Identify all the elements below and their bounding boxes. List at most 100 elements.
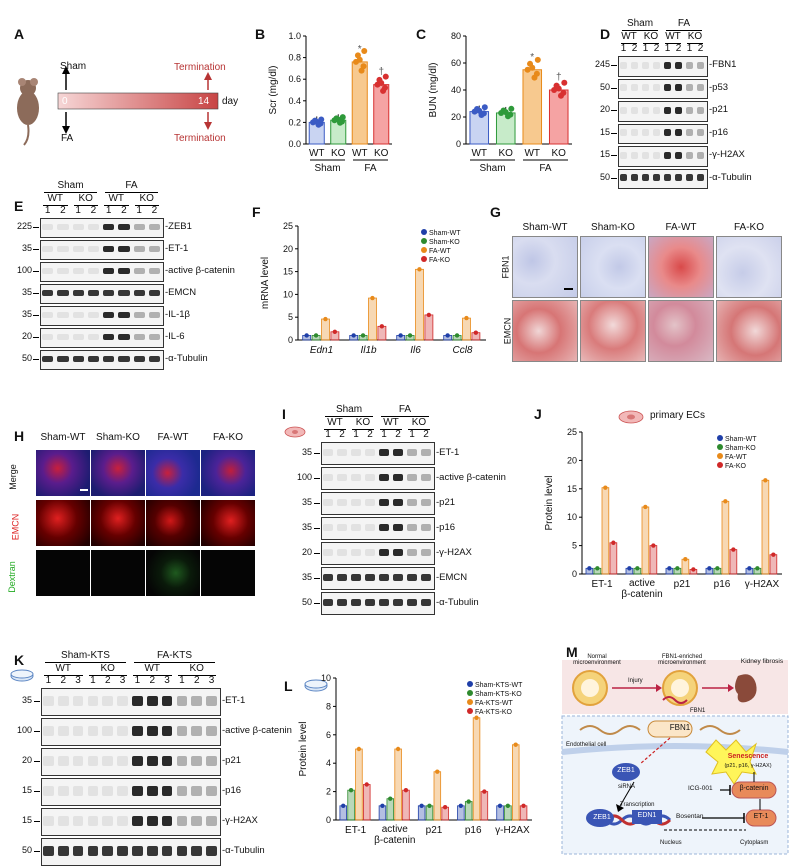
blot-band: [675, 84, 682, 92]
ihc-image: [716, 236, 782, 298]
y-tick-label: 0.6: [288, 74, 301, 84]
blot-band: [176, 816, 188, 826]
blot-genotype-bracket: [687, 43, 703, 44]
blot-strip: [40, 240, 164, 260]
blot-band: [103, 267, 115, 275]
mw-tick: [611, 132, 617, 134]
blot-band: [393, 598, 403, 607]
blot-band-label: -IL-6: [165, 331, 185, 342]
blot-band: [148, 333, 160, 341]
col-title: Sham-WT: [522, 222, 568, 233]
legend-marker: [717, 444, 723, 450]
blot-band: [653, 106, 660, 114]
data-point: [333, 115, 340, 122]
panel-label-k: K: [14, 652, 25, 668]
blot-band-label: -p16: [709, 126, 729, 138]
data-point: [603, 485, 608, 490]
blot-band: [697, 61, 704, 69]
blot-genotype-label: KO: [687, 31, 703, 42]
blot-band: [365, 598, 375, 607]
y-tick-label: 20: [451, 112, 461, 122]
blot-band: [642, 84, 649, 92]
blot-band: [132, 756, 143, 766]
blot-band-label: -IL-1β: [165, 309, 190, 320]
legend-marker: [467, 690, 473, 696]
x-tick-label: WT: [524, 148, 540, 159]
blot-band: [57, 289, 69, 297]
blot-band: [686, 174, 693, 182]
blot-genotype-label: KO: [411, 417, 427, 428]
fluor-image-dextran: [91, 550, 145, 596]
fluor-image-merge: [91, 450, 145, 496]
panel-label-i: I: [282, 406, 286, 422]
termination-top: Termination: [174, 62, 226, 73]
blot-band: [365, 548, 375, 557]
y-tick-label: 8: [326, 701, 331, 711]
blot-band: [206, 726, 217, 736]
bar: [386, 798, 395, 821]
data-point: [442, 805, 448, 810]
data-point: [370, 295, 375, 301]
blot-band: [653, 84, 660, 92]
bar: [415, 268, 424, 341]
x-tick-label: Ccl8: [452, 345, 472, 356]
y-tick-label: 1.0: [288, 31, 301, 41]
fa-label: FA: [61, 133, 74, 144]
blot-band: [42, 311, 54, 319]
blot-band: [407, 523, 417, 532]
data-point: [497, 803, 503, 808]
col-title: FA-WT: [157, 432, 189, 443]
data-point: [683, 557, 688, 562]
blot-strip: [40, 284, 164, 304]
blot-band: [337, 548, 347, 557]
y-tick-label: 10: [321, 673, 331, 683]
blot-band: [407, 573, 417, 582]
blot-lane-label: 1: [620, 43, 627, 54]
molecular-weight-marker: 35: [21, 287, 32, 297]
data-point: [534, 56, 541, 63]
y-axis-label: Protein level: [298, 721, 309, 776]
data-point: [524, 66, 531, 73]
blot-group-bracket: [666, 30, 702, 31]
legend-marker: [467, 699, 473, 705]
data-point: [482, 789, 487, 794]
blot-band: [323, 548, 333, 557]
blot-strip: [618, 78, 708, 99]
blot-strip: [321, 517, 435, 540]
y-tick-label: 0: [572, 569, 577, 579]
mw-tick: [33, 249, 39, 250]
blot-lane-label: 2: [423, 429, 429, 440]
x-tick-label: p16: [465, 825, 482, 836]
blot-strip: [618, 101, 708, 122]
blot-band: [43, 816, 54, 826]
m-normal-label: Normal microenvironment: [573, 654, 621, 666]
blot-strip: [41, 778, 221, 806]
blot-band: [72, 696, 84, 706]
blot-band: [379, 448, 389, 457]
blot-band: [675, 151, 682, 159]
data-point: [356, 746, 362, 752]
data-point: [747, 566, 752, 571]
blot-band-label: -ET-1: [222, 695, 246, 706]
blot-lane-label: 1: [409, 429, 415, 440]
blot-genotype-label: KO: [100, 663, 115, 674]
blot-band: [117, 756, 128, 766]
blot-band: [675, 174, 682, 182]
blot-band: [191, 786, 203, 796]
bar: [363, 784, 371, 821]
molecular-weight-marker: 35: [301, 496, 312, 507]
panel-label-h: H: [14, 428, 25, 444]
data-point: [311, 117, 318, 124]
data-point: [382, 73, 389, 80]
dish-icon: [10, 669, 34, 682]
m-fbn1-env-label: FBN1-enriched microenvironment: [658, 654, 706, 666]
row-label: EMCN: [502, 317, 513, 345]
blot-band: [102, 726, 114, 736]
blot-band: [421, 573, 431, 582]
data-point: [407, 333, 413, 338]
blot-group-bracket: [381, 416, 429, 417]
x-tick-label: KO: [331, 148, 346, 159]
blot-lane-label: 1: [136, 205, 142, 216]
blot-lane-label: 1: [105, 205, 112, 216]
blot-band: [117, 696, 128, 706]
